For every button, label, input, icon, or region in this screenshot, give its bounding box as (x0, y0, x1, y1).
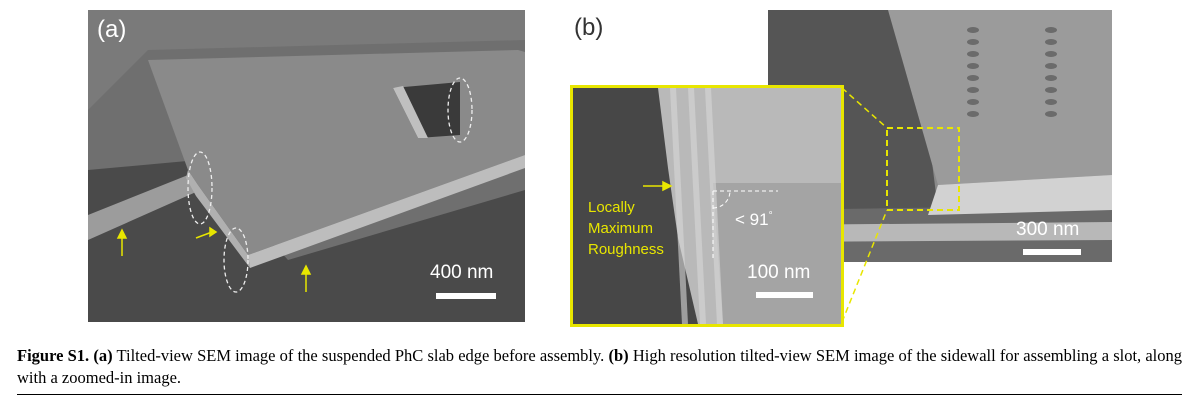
angle-label: < 91° (735, 210, 773, 229)
sem-image-panel-a (88, 10, 525, 322)
scale-bar-label-b-zoom: 100 nm (747, 262, 811, 283)
annotation-line-2: Maximum (588, 220, 654, 237)
figure-label: Figure S1. (17, 346, 90, 365)
zoom-illustration (573, 88, 841, 324)
annotation-line-1: Locally (588, 199, 635, 216)
slab-illustration-a (88, 10, 525, 322)
angle-marker (712, 190, 778, 260)
caption-part-a-text: Tilted-view SEM image of the suspended P… (116, 346, 605, 365)
scale-bar-label-a: 400 nm (430, 262, 494, 283)
roughness-arrows (116, 226, 312, 292)
caption-divider (17, 394, 1182, 395)
scale-bar-label-b-main: 300 nm (1016, 219, 1080, 240)
caption-part-b-label: (b) (608, 346, 629, 365)
highlight-ellipse (223, 227, 249, 293)
highlight-ellipse (187, 151, 213, 225)
hole-array (967, 27, 1057, 117)
panel-label-a: (a) (97, 16, 127, 43)
annotation-line-3: Roughness (588, 241, 664, 258)
scale-bar-a (436, 293, 496, 299)
caption-part-b-text: High resolution tilted-view SEM image of… (17, 346, 1183, 387)
panel-label-b: (b) (574, 14, 604, 41)
highlight-ellipse (447, 77, 473, 143)
scale-bar-b-zoom (756, 292, 813, 298)
scale-bar-b-main (1023, 249, 1081, 255)
caption-part-a-label: (a) (93, 346, 113, 365)
sem-zoom-inset (570, 85, 844, 327)
figure-caption: Figure S1. (a) Tilted-view SEM image of … (17, 345, 1182, 389)
